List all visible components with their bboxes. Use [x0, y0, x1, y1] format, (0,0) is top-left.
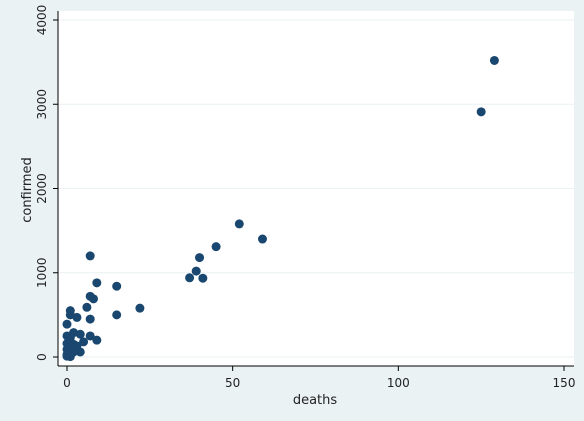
data-point — [257, 234, 267, 244]
data-points — [62, 55, 499, 362]
data-point — [198, 273, 208, 283]
data-point — [489, 55, 499, 65]
data-point — [234, 219, 244, 229]
data-point — [211, 242, 221, 252]
data-point — [195, 253, 205, 263]
data-point — [79, 337, 89, 347]
data-point — [72, 312, 82, 322]
data-point — [476, 107, 486, 117]
data-point — [92, 278, 102, 288]
x-tick-label: 0 — [63, 376, 71, 390]
x-tick-label: 50 — [225, 376, 240, 390]
data-point — [135, 303, 145, 313]
data-point — [185, 273, 195, 283]
data-point — [65, 352, 75, 362]
tick-labels: 0 1000 2000 3000 4000 0 50 100 150 — [35, 5, 575, 390]
tick-marks — [53, 19, 565, 371]
data-point — [75, 329, 85, 339]
y-tick-label: 0 — [35, 353, 49, 361]
data-point — [62, 319, 72, 329]
data-point — [89, 294, 99, 304]
data-point — [112, 281, 122, 291]
data-point — [82, 302, 92, 312]
data-point — [85, 314, 95, 324]
y-tick-label: 1000 — [35, 257, 49, 288]
x-tick-label: 150 — [553, 376, 576, 390]
y-tick-label: 4000 — [35, 5, 49, 36]
x-tick-label: 100 — [387, 376, 410, 390]
y-tick-label: 2000 — [35, 173, 49, 204]
gridlines — [58, 19, 574, 358]
data-point — [191, 266, 201, 276]
y-tick-label: 3000 — [35, 89, 49, 120]
data-point — [92, 335, 102, 345]
data-point — [85, 251, 95, 261]
data-point — [112, 310, 122, 320]
data-point — [75, 347, 85, 357]
y-axis-title: confirmed — [20, 157, 35, 223]
x-axis-title: deaths — [293, 393, 338, 408]
data-point — [85, 331, 95, 341]
